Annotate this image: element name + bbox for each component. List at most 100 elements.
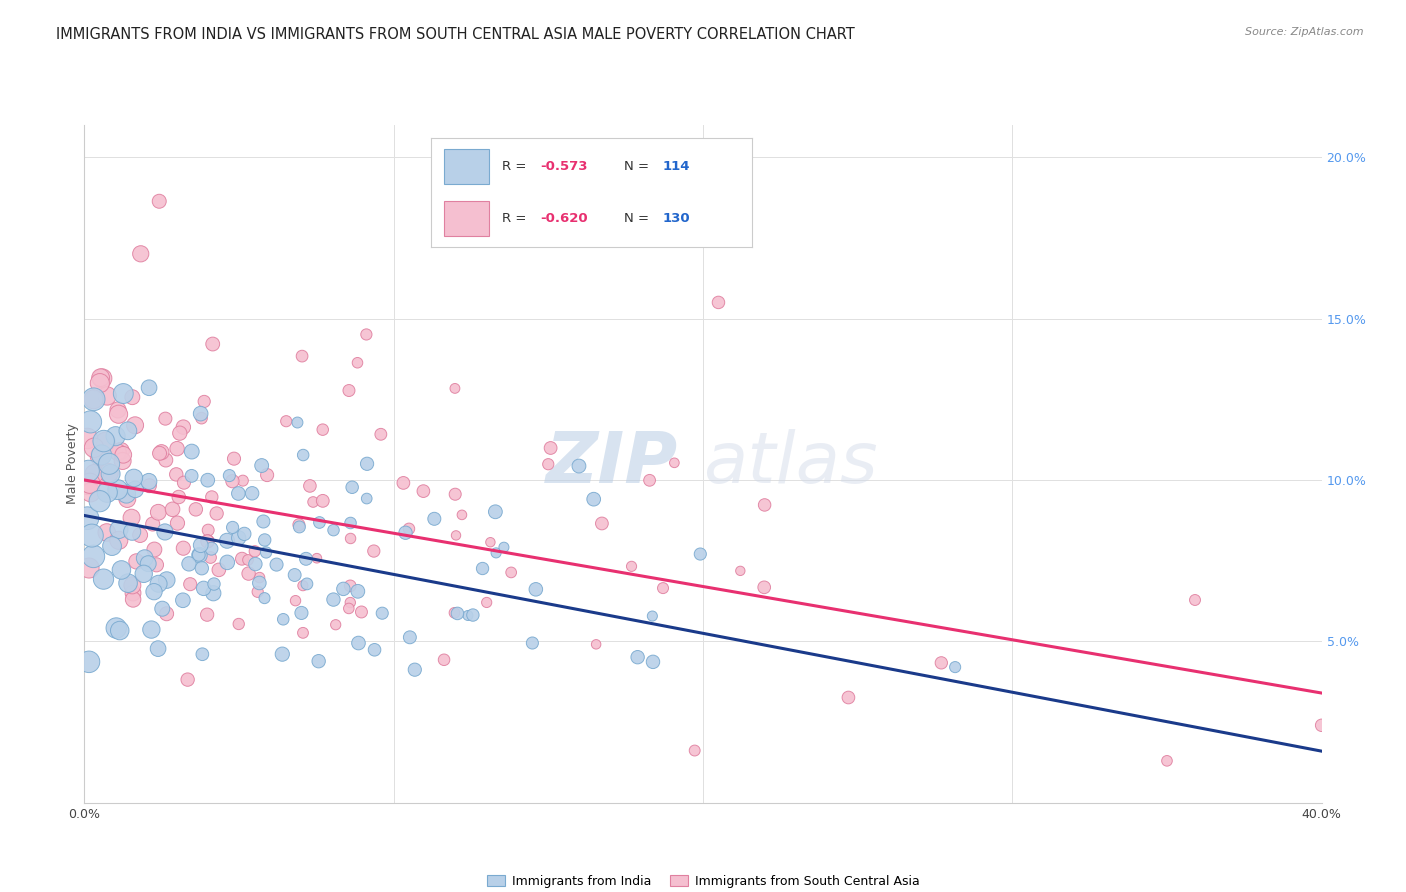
Point bbox=[77, 464, 100, 478]
Point bbox=[443, 606, 465, 620]
Point bbox=[191, 561, 214, 575]
Point bbox=[179, 577, 201, 591]
Point bbox=[322, 592, 344, 607]
Point bbox=[471, 561, 494, 575]
Point bbox=[138, 381, 160, 395]
Point bbox=[444, 487, 467, 501]
Point bbox=[222, 451, 245, 466]
Point bbox=[162, 502, 184, 516]
Point bbox=[253, 591, 276, 606]
Point bbox=[620, 559, 643, 574]
Point bbox=[627, 650, 650, 665]
Point bbox=[188, 548, 211, 562]
Point bbox=[347, 584, 370, 599]
Point bbox=[231, 551, 253, 566]
Point bbox=[707, 295, 730, 310]
Point bbox=[172, 420, 194, 434]
Point bbox=[754, 580, 776, 594]
Point bbox=[291, 579, 314, 593]
Point bbox=[412, 484, 434, 499]
Point bbox=[141, 623, 163, 637]
Point bbox=[136, 557, 159, 571]
Point bbox=[340, 480, 363, 494]
Point bbox=[89, 494, 111, 508]
Point bbox=[484, 505, 506, 519]
Point bbox=[190, 538, 212, 552]
Point bbox=[363, 642, 385, 657]
Point bbox=[108, 624, 131, 638]
Point bbox=[288, 517, 311, 532]
Point bbox=[371, 606, 394, 620]
Point bbox=[112, 448, 135, 462]
Point bbox=[524, 582, 547, 597]
Point bbox=[156, 573, 179, 587]
Point bbox=[346, 356, 368, 370]
Point bbox=[96, 485, 118, 500]
Point bbox=[591, 516, 613, 531]
Point bbox=[664, 456, 686, 470]
Point bbox=[253, 533, 276, 547]
Point bbox=[83, 392, 105, 407]
Point bbox=[76, 432, 98, 446]
Point bbox=[492, 540, 515, 554]
Point bbox=[105, 621, 128, 635]
Point bbox=[107, 407, 129, 421]
Point bbox=[228, 531, 250, 545]
Point bbox=[461, 608, 484, 623]
Point bbox=[108, 523, 131, 537]
Point bbox=[302, 495, 325, 509]
Point bbox=[312, 423, 335, 437]
Point bbox=[150, 601, 173, 615]
Point bbox=[1184, 593, 1206, 607]
Point bbox=[117, 491, 139, 506]
Point bbox=[180, 444, 202, 458]
Point bbox=[197, 534, 219, 549]
Point bbox=[89, 376, 111, 391]
Point bbox=[641, 609, 664, 624]
Point bbox=[291, 349, 314, 363]
Point bbox=[201, 490, 224, 504]
Point bbox=[184, 502, 207, 516]
Point bbox=[165, 467, 187, 482]
Point bbox=[943, 660, 966, 674]
Point bbox=[169, 426, 191, 441]
Point bbox=[94, 434, 117, 449]
Point bbox=[122, 592, 145, 607]
Point bbox=[101, 539, 124, 553]
Point bbox=[356, 327, 378, 342]
Point bbox=[347, 636, 370, 650]
Point bbox=[121, 390, 143, 404]
Point bbox=[332, 582, 354, 596]
Point bbox=[195, 607, 218, 622]
Point bbox=[652, 581, 675, 595]
Point bbox=[308, 516, 330, 530]
Point bbox=[121, 578, 143, 592]
Point bbox=[83, 441, 105, 455]
Point bbox=[252, 515, 274, 529]
Point bbox=[197, 523, 219, 537]
Point bbox=[243, 544, 266, 558]
Point bbox=[205, 507, 228, 521]
Point bbox=[80, 528, 103, 542]
Point bbox=[89, 449, 111, 463]
Point bbox=[271, 612, 294, 626]
Point bbox=[295, 551, 318, 566]
Point bbox=[451, 508, 474, 522]
Point bbox=[91, 371, 114, 385]
Point bbox=[475, 595, 498, 609]
Point bbox=[288, 520, 311, 534]
Point bbox=[83, 392, 105, 407]
Point bbox=[143, 542, 166, 557]
Point bbox=[284, 593, 307, 607]
Point bbox=[232, 474, 254, 488]
Point bbox=[292, 625, 315, 640]
Point bbox=[522, 636, 544, 650]
Point bbox=[356, 457, 378, 471]
Point bbox=[276, 414, 298, 428]
Point bbox=[284, 568, 307, 582]
Point bbox=[148, 194, 170, 209]
Point bbox=[155, 453, 177, 467]
Point bbox=[457, 608, 479, 623]
Point bbox=[287, 416, 309, 430]
Point bbox=[191, 647, 214, 661]
